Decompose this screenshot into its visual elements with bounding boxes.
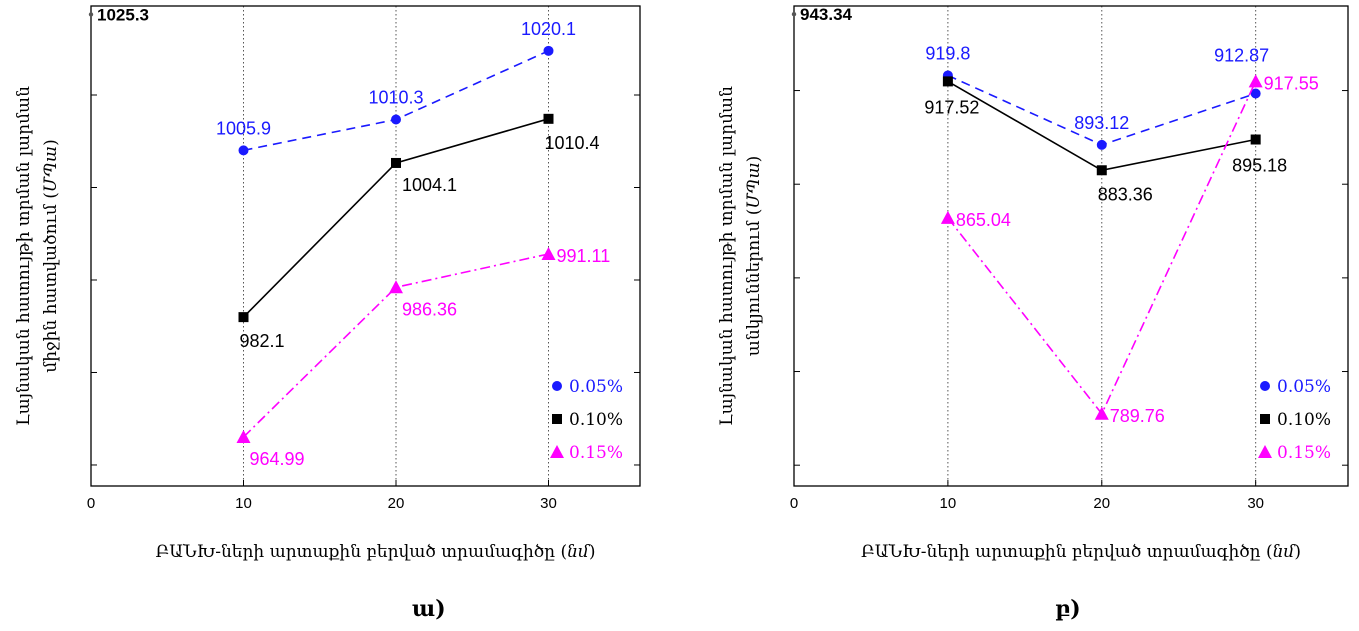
data-point [391, 114, 401, 125]
data-label: 964.99 [250, 449, 305, 469]
data-label: 982.1 [240, 331, 285, 351]
y-axis-title-line1: Լայնական հատույթի տրման լարման [14, 86, 34, 426]
y-axis-title-line2: անկյուններում (ՄՊա) [744, 156, 764, 357]
caption-left: ա) [412, 596, 446, 622]
chart-panel-left: 0 10 20 30 1025.3 1005.9 1010.3 1020.1 982.1 1004… [14, 5, 641, 562]
legend-label: 0.10% [569, 410, 623, 430]
legend-marker [1260, 414, 1270, 424]
x-axis-title: ԲԱՆԽ-ների արտաքին բերված տրամագիծը (նմ) [861, 542, 1301, 562]
x-tick-label: 0 [790, 495, 798, 512]
data-point [543, 113, 554, 124]
x-tick-label: 20 [1093, 495, 1110, 512]
data-label: 919.8 [925, 43, 970, 63]
chart-panel-right: 0 10 20 30 943.34 919.8 893.12 912.87 917.52 883.… [717, 5, 1349, 562]
x-tick-label: 30 [1247, 495, 1264, 512]
data-point [1094, 406, 1109, 420]
data-point [940, 210, 955, 224]
data-label: 986.36 [402, 299, 457, 319]
data-label: 1005.9 [216, 118, 271, 138]
legend-marker [1260, 381, 1270, 391]
x-tick-label: 20 [388, 495, 405, 512]
data-point [1250, 134, 1261, 145]
y-marker-dot [791, 12, 797, 17]
data-label: 789.76 [1110, 406, 1165, 426]
legend-marker [1258, 445, 1272, 458]
x-axis-close: ) [589, 542, 596, 562]
data-point [541, 246, 556, 260]
x-tick-label: 30 [540, 495, 557, 512]
x-axis-title: ԲԱՆԽ-ների արտաքին բերված տրամագիծը (նմ) [156, 542, 596, 562]
x-tick-label: 0 [87, 495, 95, 512]
data-label: 917.52 [924, 97, 979, 117]
data-label: 1010.4 [545, 133, 600, 153]
data-point [1250, 88, 1261, 99]
legend-marker [552, 414, 562, 424]
legend-marker [550, 445, 564, 458]
legend-label: 0.15% [1277, 443, 1331, 463]
data-label: 895.18 [1232, 156, 1287, 176]
x-axis-unit: նմ [1273, 542, 1297, 562]
y-axis-title-line1: Լայնական հատույթի տրման լարման [717, 86, 737, 426]
data-point [1096, 139, 1107, 150]
data-point [1248, 74, 1263, 88]
data-point [391, 157, 401, 168]
data-label: 912.87 [1214, 45, 1269, 65]
legend-label: 0.15% [569, 443, 623, 463]
data-point [1096, 165, 1107, 176]
data-label: 865.04 [956, 210, 1011, 230]
y-axis-title-line2: միջին հատվածում (ՄՊա) [41, 139, 61, 372]
y-axis-close: ) [744, 156, 764, 163]
plot-frame [793, 5, 1349, 487]
data-label: 1010.3 [368, 88, 423, 108]
legend-label: 0.10% [1277, 410, 1331, 430]
data-label: 991.11 [557, 246, 611, 266]
data-label: 883.36 [1098, 184, 1153, 204]
data-point [236, 430, 251, 444]
data-label: 1020.1 [521, 19, 576, 39]
data-point [389, 280, 403, 294]
x-tick-label: 10 [940, 495, 957, 512]
y-marker-label: 1025.3 [97, 5, 149, 24]
data-label: 917.55 [1264, 73, 1319, 93]
data-label: 893.12 [1074, 113, 1129, 133]
data-label: 1004.1 [402, 175, 457, 195]
data-point [543, 45, 554, 56]
caption-right: բ) [1055, 596, 1081, 622]
data-point [238, 312, 249, 323]
legend-label: 0.05% [1277, 377, 1331, 397]
x-axis-unit: նմ [567, 542, 591, 562]
data-point [238, 145, 249, 156]
plot-frame [90, 5, 641, 487]
legend-label: 0.05% [569, 377, 623, 397]
y-marker-dot [88, 12, 94, 17]
y-marker-label: 943.34 [800, 5, 853, 24]
legend-marker [552, 381, 562, 391]
y-axis-unit: ՄՊա [41, 146, 61, 192]
x-tick-label: 10 [235, 495, 252, 512]
x-axis-title-text: ԲԱՆԽ-ների արտաքին բերված տրամագիծը ( [156, 542, 568, 562]
y-axis-title-text: անկյուններում ( [744, 209, 764, 357]
y-axis-unit: ՄՊա [744, 162, 764, 208]
y-axis-title-text: միջին հատվածում ( [41, 192, 61, 373]
x-axis-title-text: ԲԱՆԽ-ների արտաքին բերված տրամագիծը ( [861, 542, 1273, 562]
data-point [942, 76, 953, 87]
x-axis-close: ) [1294, 542, 1301, 562]
y-axis-close: ) [41, 139, 61, 146]
